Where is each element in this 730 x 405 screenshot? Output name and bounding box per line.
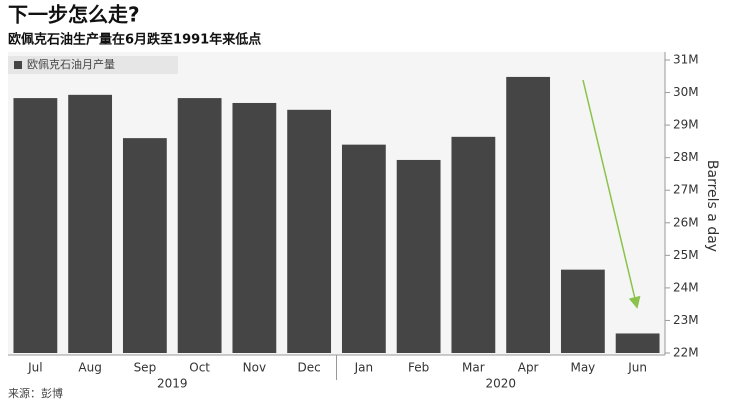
x-tick-label: Jun <box>627 361 647 375</box>
source: 来源：彭博 <box>8 386 63 400</box>
legend-box <box>8 56 178 74</box>
bar <box>560 269 605 353</box>
bar <box>13 98 58 353</box>
y-tick-label: 29M <box>673 118 699 132</box>
y-axis-label: Barrels a day <box>704 160 720 252</box>
x-tick-label: Sep <box>134 361 157 375</box>
y-tick-label: 30M <box>673 85 699 99</box>
chart-subtitle: 欧佩克石油生产量在6月跌至1991年来低点 <box>8 32 261 48</box>
bar <box>232 102 277 354</box>
x-tick-label: Aug <box>78 361 101 375</box>
bar <box>396 159 441 353</box>
bar <box>615 333 660 353</box>
x-tick-label: Apr <box>518 361 539 375</box>
bar <box>287 109 332 353</box>
y-tick-label: 22M <box>673 346 699 360</box>
year-label: 2020 <box>485 377 516 391</box>
x-tick-label: Jan <box>354 361 374 375</box>
x-tick-label: Mar <box>462 361 485 375</box>
x-tick-label: May <box>570 361 595 375</box>
plot-area <box>8 52 665 355</box>
bar <box>177 98 222 353</box>
bar <box>122 138 167 353</box>
y-tick-label: 27M <box>673 183 699 197</box>
y-tick-label: 24M <box>673 280 699 294</box>
bar <box>451 136 496 353</box>
legend-swatch <box>14 61 22 69</box>
y-tick-label: 23M <box>673 313 699 327</box>
x-tick-label: Feb <box>408 361 429 375</box>
x-tick-label: Jul <box>27 361 42 375</box>
y-tick-label: 28M <box>673 150 699 164</box>
chart-title: 下一步怎么走? <box>8 3 140 27</box>
legend-label: 欧佩克石油月产量 <box>27 57 115 71</box>
x-tick-label: Nov <box>243 361 266 375</box>
x-tick-label: Dec <box>298 361 321 375</box>
y-tick-label: 26M <box>673 215 699 229</box>
bar <box>341 144 386 353</box>
trend-arrow <box>582 79 641 309</box>
bar <box>68 94 113 353</box>
y-tick-label: 31M <box>673 53 699 67</box>
x-tick-label: Oct <box>189 361 210 375</box>
y-tick-label: 25M <box>673 248 699 262</box>
year-label: 2019 <box>157 377 188 391</box>
bar <box>506 76 551 353</box>
